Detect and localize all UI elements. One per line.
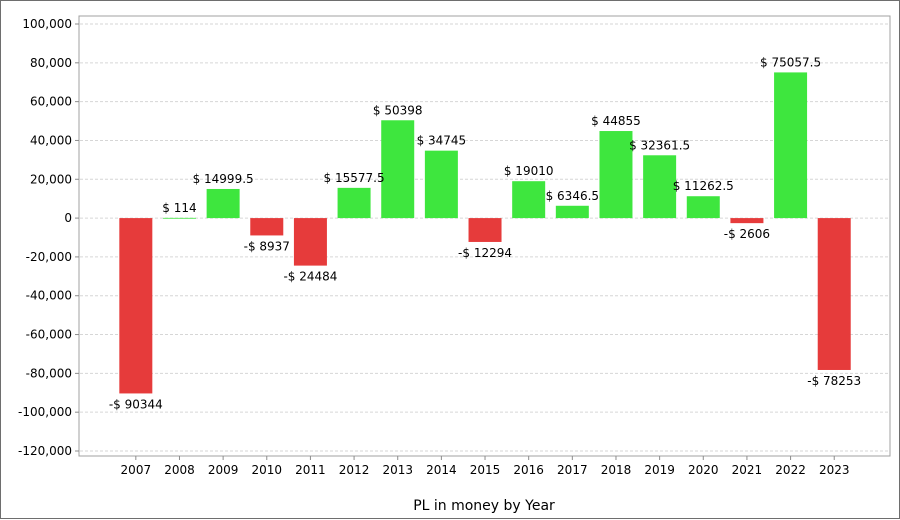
bar-2020 [686,196,720,219]
x-axis-ticks: 2007 2008 2009 2010 2011 2012 2013 2014 2015 2016… [121,456,850,477]
y-tick-label: 40,000 [30,133,72,147]
data-label-2013: $ 50398 [373,103,423,117]
y-axis-ticks: 100,000 80,000 60,000 40,000 20,000 0 -20,000 -… [18,17,79,458]
data-label-2008: $ 114 [162,201,196,215]
y-tick-label: -100,000 [18,405,72,419]
x-tick-label: 2016 [513,463,544,477]
data-label-2020: $ 11262.5 [673,179,734,193]
data-label-2007: -$ 90344 [109,397,163,411]
bar-2019 [643,155,677,219]
bar-2007 [119,218,153,394]
x-tick-label: 2011 [295,463,326,477]
x-tick-label: 2017 [557,463,588,477]
data-label-2016: $ 19010 [504,164,554,178]
bar-2015 [468,218,502,242]
bar-2016 [512,181,546,219]
x-tick-label: 2010 [252,463,283,477]
bar-2009 [206,188,240,219]
bar-2022 [774,72,808,219]
x-tick-label: 2018 [601,463,632,477]
bar-2021 [730,218,764,224]
y-tick-label: -120,000 [18,444,72,458]
data-label-2015: -$ 12294 [458,246,512,260]
x-tick-label: 2012 [339,463,370,477]
data-label-2017: $ 6346.5 [546,189,599,203]
x-axis-title: PL in money by Year [413,498,555,514]
x-tick-label: 2014 [426,463,457,477]
data-label-2014: $ 34745 [417,134,467,148]
data-label-2018: $ 44855 [591,114,641,128]
data-label-2012: $ 15577.5 [324,171,385,185]
y-tick-label: -20,000 [26,250,72,264]
bar-2017 [555,205,589,219]
y-tick-label: 60,000 [30,95,72,109]
data-label-2019: $ 32361.5 [629,138,690,152]
x-tick-label: 2019 [644,463,675,477]
data-label-2021: -$ 2606 [724,227,770,241]
bar-2023 [817,218,851,370]
x-tick-label: 2015 [470,463,501,477]
bars [119,72,851,394]
bar-2013 [381,120,415,219]
data-label-2022: $ 75057.5 [760,55,821,69]
x-tick-label: 2009 [208,463,239,477]
x-tick-label: 2021 [732,463,763,477]
data-label-2009: $ 14999.5 [193,172,254,186]
bar-2011 [293,218,327,266]
x-tick-label: 2007 [121,463,152,477]
x-tick-label: 2023 [819,463,850,477]
y-tick-label: 20,000 [30,172,72,186]
y-tick-label: 100,000 [22,17,72,31]
x-tick-label: 2020 [688,463,719,477]
bar-2010 [250,218,284,236]
y-tick-label: 0 [64,211,72,225]
x-tick-label: 2008 [164,463,195,477]
y-tick-label: -80,000 [26,366,72,380]
bar-2018 [599,131,633,219]
x-tick-label: 2022 [775,463,806,477]
bar-2008 [162,217,196,219]
x-tick-label: 2013 [382,463,413,477]
y-tick-label: -60,000 [26,328,72,342]
y-tick-label: -40,000 [26,289,72,303]
data-label-2010: -$ 8937 [244,239,290,253]
y-tick-label: 80,000 [30,56,72,70]
data-label-2023: -$ 78253 [807,374,861,388]
bar-2014 [424,150,458,219]
data-labels: -$ 90344 $ 114 $ 14999.5 -$ 8937 -$ 24484 $ 1… [109,55,861,411]
bar-2012 [337,187,371,219]
data-label-2011: -$ 24484 [283,270,337,284]
